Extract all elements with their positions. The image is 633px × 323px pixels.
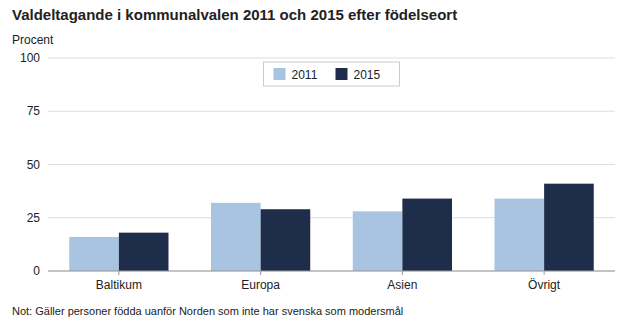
note: Not: Gäller personer födda uanför Norden… — [12, 305, 403, 317]
x-tick — [260, 271, 261, 275]
grid — [48, 58, 615, 271]
legend-swatch — [336, 68, 348, 80]
title: Valdeltagande i kommunalvalen 2011 och 2… — [12, 6, 457, 23]
y-tick-label: 100 — [20, 51, 40, 65]
bar — [211, 203, 261, 271]
bar — [544, 184, 594, 271]
bar — [353, 211, 403, 271]
bar — [261, 209, 311, 271]
bar — [69, 237, 119, 271]
x-tick-label: Övrigt — [528, 278, 561, 292]
x-tick — [118, 271, 119, 275]
legend-label: 2011 — [292, 68, 318, 82]
x-tick-label: Asien — [387, 278, 417, 292]
x-axis-line — [48, 271, 615, 272]
bar — [495, 199, 545, 271]
bar — [402, 199, 452, 271]
grid-line — [48, 271, 615, 272]
y-axis-label: Procent — [12, 33, 54, 47]
grid-line — [48, 111, 615, 112]
x-tick-label: Baltikum — [96, 278, 142, 292]
legend: 2011 2015 — [264, 62, 400, 86]
y-tick-label: 75 — [27, 104, 41, 118]
y-tick-label: 50 — [27, 158, 41, 172]
legend-box — [264, 62, 400, 86]
y-tick-label: 25 — [27, 211, 41, 225]
grid-line — [48, 58, 615, 59]
chart: Valdeltagande i kommunalvalen 2011 och 2… — [0, 0, 633, 323]
legend-swatch — [274, 68, 286, 80]
x-tick — [402, 271, 403, 275]
grid-line — [48, 164, 615, 165]
bar — [119, 233, 169, 271]
legend-label: 2015 — [354, 68, 381, 82]
x-tick-label: Europa — [241, 278, 280, 292]
bars — [69, 184, 593, 271]
y-tick-label: 0 — [33, 264, 40, 278]
x-tick — [544, 271, 545, 275]
